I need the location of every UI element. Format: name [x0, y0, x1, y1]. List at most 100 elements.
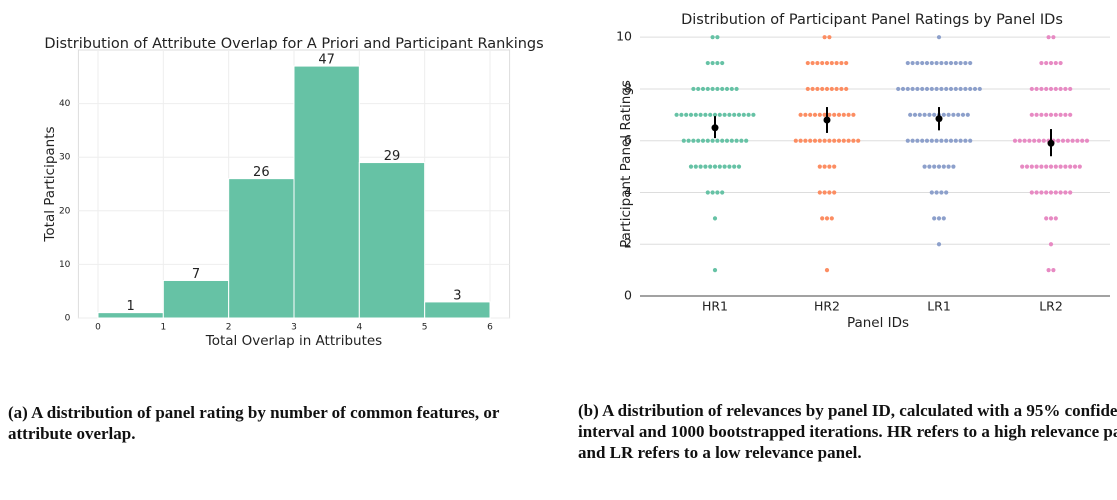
rating-dot [705, 60, 710, 66]
rating-dot [910, 138, 915, 143]
rating-dot [815, 86, 820, 92]
rating-dot [929, 86, 934, 92]
rating-dot [822, 138, 827, 143]
rating-dot [734, 138, 739, 143]
rating-dot [900, 86, 906, 92]
rating-dot [1039, 60, 1044, 66]
rating-dot [972, 86, 978, 92]
rating-dot [705, 190, 710, 195]
rating-dot [817, 164, 822, 169]
rating-dot [798, 112, 803, 117]
rating-dot [948, 86, 954, 92]
x-tick-label: 5 [422, 323, 428, 333]
y-tick-label: 8 [624, 80, 632, 95]
rating-dot [1044, 86, 1049, 92]
rating-dot [1020, 164, 1025, 169]
rating-dot [920, 138, 925, 143]
rating-dot [734, 86, 739, 92]
rating-dot [700, 138, 706, 143]
rating-dot [741, 112, 746, 117]
rating-dot [720, 60, 725, 66]
x-tick-label: 1 [160, 323, 166, 333]
rating-dot [696, 86, 701, 92]
rating-dot [1048, 242, 1054, 247]
rating-dot [939, 60, 944, 66]
rating-dot [1041, 138, 1046, 143]
rating-dot [920, 86, 925, 92]
rating-dot [712, 216, 718, 221]
y-tick-label: 40 [59, 99, 71, 109]
rating-dot [803, 112, 808, 117]
rating-dot [736, 112, 742, 117]
x-tick-label: 0 [95, 323, 101, 333]
rating-dot [812, 138, 818, 143]
rating-dot [1053, 164, 1058, 169]
rating-dot [929, 190, 934, 195]
x-axis-label: Panel IDs [847, 315, 909, 331]
rating-dot [1022, 138, 1027, 143]
rating-dot [934, 190, 939, 195]
rating-dot [715, 60, 720, 66]
rating-dot [944, 190, 949, 195]
rating-dot [958, 86, 963, 92]
rating-dot [793, 138, 798, 143]
rating-dot [1034, 190, 1039, 195]
rating-dot [1039, 112, 1044, 117]
rating-dot [724, 86, 730, 92]
rating-dot [1034, 86, 1039, 92]
rating-dot [1044, 216, 1049, 221]
rating-dot [688, 164, 694, 169]
rating-dot [822, 164, 827, 169]
rating-dot [915, 60, 920, 66]
rating-dot [977, 86, 982, 92]
rating-dot [1060, 138, 1066, 143]
y-tick-label: 30 [59, 153, 71, 163]
rating-dot [746, 112, 751, 117]
rating-dot [1046, 35, 1051, 40]
rating-dot [817, 112, 822, 117]
rating-dot [710, 86, 715, 92]
bar [293, 65, 360, 319]
rating-dot [820, 60, 825, 66]
rating-dot [1039, 86, 1044, 92]
rating-dot [691, 86, 696, 92]
rating-dot [1051, 268, 1056, 273]
rating-dot [715, 190, 720, 195]
rating-dot [729, 138, 734, 143]
rating-dot [808, 112, 813, 117]
rating-dot [822, 35, 827, 40]
rating-dot [968, 60, 973, 66]
y-tick-label: 10 [59, 260, 71, 270]
rating-dot [715, 138, 720, 143]
y-tick-label: 0 [65, 314, 71, 324]
rating-dot [846, 138, 851, 143]
rating-dot [717, 164, 722, 169]
rating-dot [1039, 190, 1044, 195]
rating-dot [1036, 138, 1042, 143]
y-tick-label: 4 [624, 184, 632, 199]
rating-dot [827, 112, 832, 117]
rating-dot [1053, 86, 1058, 92]
rating-dot [920, 60, 925, 66]
rating-dot [936, 164, 942, 169]
rating-dot [712, 112, 718, 117]
y-tick-label: 20 [59, 206, 71, 216]
rating-dot [910, 86, 915, 92]
rating-dot [1068, 86, 1073, 92]
rating-dot [1029, 112, 1034, 117]
y-axis-label: Participant Panel Ratings [618, 80, 634, 248]
x-tick-label: 2 [226, 323, 232, 333]
rating-dot [698, 112, 703, 117]
rating-dot [1058, 164, 1063, 169]
x-tick-label: 3 [291, 323, 297, 333]
rating-dot [727, 112, 732, 117]
x-tick-label: LR1 [927, 299, 951, 314]
rating-dot [720, 138, 725, 143]
rating-dot [686, 138, 691, 143]
rating-dot [944, 86, 949, 92]
y-axis-label: Total Participants [42, 126, 58, 242]
rating-dot [1039, 164, 1044, 169]
rating-dot [812, 112, 818, 117]
rating-dot [953, 138, 958, 143]
